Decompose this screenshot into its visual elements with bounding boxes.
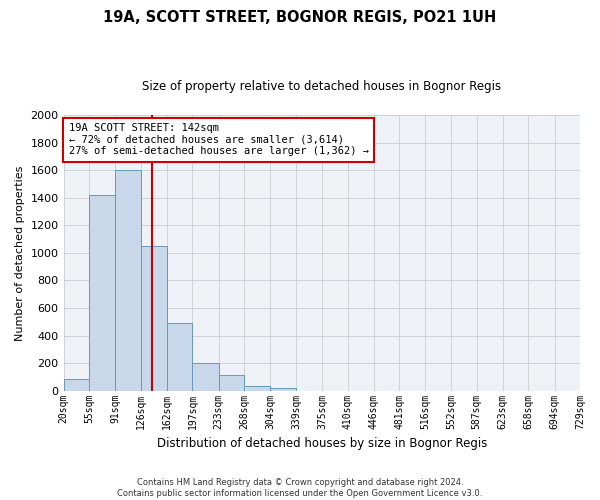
Bar bbox=[141, 246, 167, 390]
Bar bbox=[244, 386, 271, 390]
Title: Size of property relative to detached houses in Bognor Regis: Size of property relative to detached ho… bbox=[142, 80, 502, 93]
Bar bbox=[89, 195, 115, 390]
X-axis label: Distribution of detached houses by size in Bognor Regis: Distribution of detached houses by size … bbox=[157, 437, 487, 450]
Text: 19A, SCOTT STREET, BOGNOR REGIS, PO21 1UH: 19A, SCOTT STREET, BOGNOR REGIS, PO21 1U… bbox=[103, 10, 497, 25]
Bar bbox=[115, 170, 141, 390]
Bar bbox=[193, 363, 218, 390]
Bar bbox=[218, 376, 244, 390]
Bar bbox=[64, 379, 89, 390]
Bar bbox=[271, 388, 296, 390]
Text: 19A SCOTT STREET: 142sqm
← 72% of detached houses are smaller (3,614)
27% of sem: 19A SCOTT STREET: 142sqm ← 72% of detach… bbox=[69, 124, 369, 156]
Text: Contains HM Land Registry data © Crown copyright and database right 2024.
Contai: Contains HM Land Registry data © Crown c… bbox=[118, 478, 482, 498]
Y-axis label: Number of detached properties: Number of detached properties bbox=[15, 165, 25, 340]
Bar bbox=[167, 323, 193, 390]
